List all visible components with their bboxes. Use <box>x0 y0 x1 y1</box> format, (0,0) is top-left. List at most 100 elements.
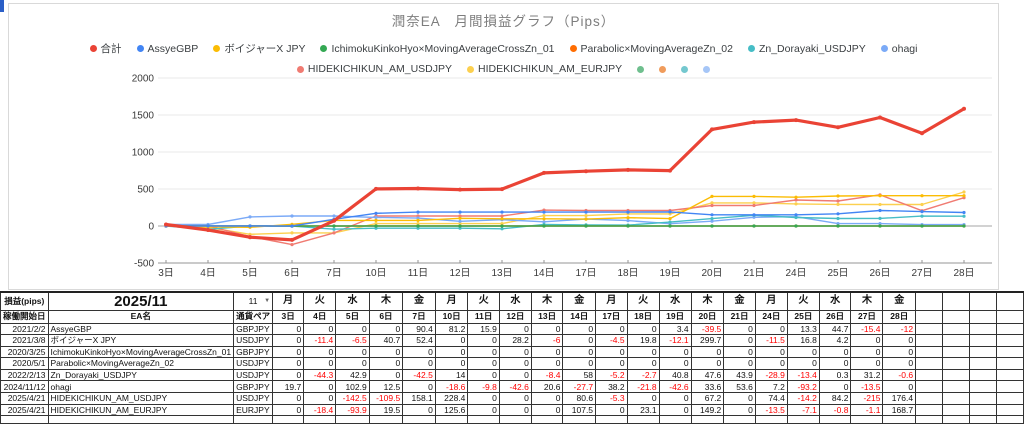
empty-cell[interactable] <box>968 368 997 382</box>
cell-value[interactable]: -11.5 <box>754 334 788 347</box>
cell-value[interactable]: -18.4 <box>303 403 337 417</box>
cell-value[interactable]: 0 <box>786 357 820 370</box>
cell-value[interactable]: 0.3 <box>818 368 852 382</box>
cell-value[interactable]: 44.7 <box>818 322 852 336</box>
cell-value[interactable]: -215 <box>850 392 884 405</box>
cell-value[interactable]: 38.2 <box>595 380 628 394</box>
empty-cell[interactable] <box>942 334 970 347</box>
cell-value[interactable]: 4.2 <box>818 334 852 347</box>
empty-cell[interactable] <box>995 368 1024 382</box>
cell-value[interactable]: 0 <box>335 357 370 370</box>
cell-value[interactable]: 19.5 <box>368 403 404 417</box>
cell-value[interactable]: 0 <box>498 357 532 370</box>
cell-value[interactable]: 0 <box>658 345 692 359</box>
cell-value[interactable]: -0.8 <box>818 403 852 417</box>
weekday-header[interactable]: 水 <box>818 291 852 311</box>
cell-start-date[interactable]: 2022/2/13 <box>0 368 49 382</box>
cell-value[interactable]: 168.7 <box>882 403 917 417</box>
cell-value[interactable]: 0 <box>303 345 337 359</box>
weekday-header[interactable]: 火 <box>786 291 820 311</box>
cell-value[interactable]: 0 <box>335 322 370 336</box>
cell-value[interactable]: 0 <box>530 392 564 405</box>
cell-value[interactable]: 0 <box>530 322 564 336</box>
cell-value[interactable]: 228.4 <box>434 392 469 405</box>
cell-value[interactable]: -12.1 <box>658 334 692 347</box>
cell-value[interactable]: 0 <box>402 345 436 359</box>
empty-cell[interactable] <box>658 415 692 425</box>
cell-value[interactable]: 20.6 <box>530 380 564 394</box>
day-header[interactable]: 17日 <box>595 309 628 324</box>
cell-ea-name[interactable]: Parabolic×MovingAverageZn_02 <box>47 357 235 370</box>
empty-cell[interactable] <box>995 392 1024 405</box>
empty-cell[interactable] <box>942 322 970 336</box>
empty-cell[interactable] <box>467 415 500 425</box>
cell-value[interactable]: 53.6 <box>723 380 756 394</box>
cell-value[interactable]: 0 <box>626 357 660 370</box>
cell-value[interactable]: 0 <box>272 345 305 359</box>
cell-value[interactable]: 0 <box>658 357 692 370</box>
day-header[interactable]: 26日 <box>818 309 852 324</box>
cell-value[interactable]: 0 <box>368 368 404 382</box>
cell-value[interactable]: 0 <box>272 392 305 405</box>
cell-value[interactable]: -21.8 <box>626 380 660 394</box>
cell-value[interactable]: 0 <box>723 334 756 347</box>
empty-cell[interactable] <box>786 415 820 425</box>
empty-cell[interactable] <box>968 309 997 324</box>
empty-cell[interactable] <box>498 415 532 425</box>
cell-ea-name[interactable]: AssyeGBP <box>47 322 235 336</box>
empty-cell[interactable] <box>915 392 944 405</box>
empty-cell[interactable] <box>915 309 944 324</box>
empty-cell[interactable] <box>942 392 970 405</box>
cell-ea-name[interactable]: HIDEKICHIKUN_AM_USDJPY <box>47 392 235 405</box>
weekday-header[interactable]: 火 <box>303 291 337 311</box>
cell-value[interactable]: 81.2 <box>434 322 469 336</box>
cell-value[interactable]: 47.6 <box>690 368 725 382</box>
empty-cell[interactable] <box>915 380 944 394</box>
cell-value[interactable]: 0 <box>303 380 337 394</box>
cell-value[interactable]: 80.6 <box>562 392 597 405</box>
cell-value[interactable]: 0 <box>723 403 756 417</box>
month-display-cell[interactable]: 2025/11 <box>47 291 235 311</box>
weekday-header[interactable]: 月 <box>434 291 469 311</box>
cell-value[interactable]: -42.6 <box>658 380 692 394</box>
cell-value[interactable]: 0 <box>272 368 305 382</box>
empty-cell[interactable] <box>0 415 49 425</box>
cell-value[interactable]: 0 <box>434 357 469 370</box>
empty-cell[interactable] <box>915 415 944 425</box>
day-header[interactable]: 12日 <box>498 309 532 324</box>
cell-start-date[interactable]: 2020/5/1 <box>0 357 49 370</box>
empty-cell[interactable] <box>47 415 235 425</box>
empty-cell[interactable] <box>942 368 970 382</box>
cell-value[interactable]: -13.5 <box>850 380 884 394</box>
empty-cell[interactable] <box>882 415 917 425</box>
cell-value[interactable]: 0 <box>690 345 725 359</box>
cell-value[interactable]: -4.5 <box>595 334 628 347</box>
empty-cell[interactable] <box>303 415 337 425</box>
cell-value[interactable]: 0 <box>626 392 660 405</box>
chart-card[interactable]: 潤奈EA 月間損益グラフ（Pips） 合計 AssyeGBP ボイジャーX JPY I… <box>8 3 999 290</box>
cell-value[interactable]: 43.9 <box>723 368 756 382</box>
weekday-header[interactable]: 金 <box>882 291 917 311</box>
empty-cell[interactable] <box>850 415 884 425</box>
ea-name-header[interactable]: EA名 <box>47 309 235 324</box>
empty-cell[interactable] <box>995 403 1024 417</box>
cell-pair[interactable]: USDJPY <box>233 368 274 382</box>
cell-value[interactable]: 0 <box>626 322 660 336</box>
day-header[interactable]: 21日 <box>723 309 756 324</box>
empty-cell[interactable] <box>915 345 944 359</box>
pair-header[interactable]: 通貨ペア <box>233 309 274 324</box>
cell-value[interactable]: 28.2 <box>498 334 532 347</box>
cell-value[interactable]: 0 <box>402 403 436 417</box>
cell-value[interactable]: 40.8 <box>658 368 692 382</box>
cell-value[interactable]: -7.1 <box>786 403 820 417</box>
cell-value[interactable]: -109.5 <box>368 392 404 405</box>
cell-value[interactable]: -12 <box>882 322 917 336</box>
cell-value[interactable]: 0 <box>595 322 628 336</box>
empty-cell[interactable] <box>402 415 436 425</box>
cell-value[interactable]: -9.8 <box>467 380 500 394</box>
cell-value[interactable]: 90.4 <box>402 322 436 336</box>
day-header[interactable]: 3日 <box>272 309 305 324</box>
cell-value[interactable]: 0 <box>272 322 305 336</box>
cell-start-date[interactable]: 2021/2/2 <box>0 322 49 336</box>
cell-value[interactable]: 0 <box>467 403 500 417</box>
